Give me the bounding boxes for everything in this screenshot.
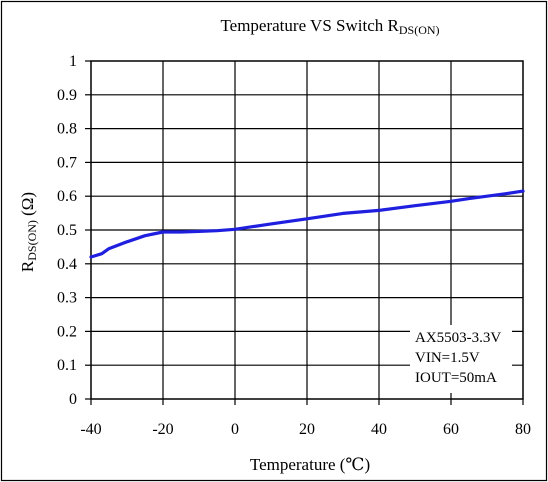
y-tick-label: 0.1 — [57, 357, 77, 374]
annotation-box-frame — [410, 325, 512, 393]
y-tick-label: 0.4 — [57, 256, 77, 273]
y-tick-label: 0.8 — [57, 121, 77, 138]
y-tick-label: 0.5 — [57, 222, 77, 239]
y-tick-label: 0 — [69, 391, 77, 408]
y-tick-label: 0.3 — [57, 290, 77, 307]
y-tick-label: 0.2 — [57, 323, 77, 340]
y-tick-labels: 0 0.1 0.2 0.3 0.4 0.5 0.6 0.7 0.8 0.9 1 — [57, 53, 77, 408]
tick-marks — [85, 60, 524, 405]
x-tick-label: 0 — [231, 421, 239, 438]
x-tick-label: 60 — [443, 421, 459, 438]
x-axis-label: Temperature (℃) — [250, 455, 370, 474]
series-line — [89, 189, 525, 259]
y-tick-label: 1 — [69, 53, 77, 70]
annotation-line-3: IOUT=50mA — [415, 370, 497, 386]
x-tick-label: 80 — [515, 421, 531, 438]
y-axis-label: RDS(ON) (Ω) — [18, 192, 39, 272]
x-tick-label: 40 — [371, 421, 387, 438]
annotation-box: AX5503-3.3V VIN=1.5V IOUT=50mA — [410, 325, 512, 393]
chart-title: Temperature VS Switch RDS(ON) — [220, 16, 439, 37]
x-tick-label: 20 — [299, 421, 315, 438]
annotation-line-2: VIN=1.5V — [415, 350, 480, 366]
annotation-line-1: AX5503-3.3V — [415, 330, 501, 346]
x-tick-labels: -40 -20 0 20 40 60 80 — [80, 421, 531, 438]
x-tick-label: -20 — [152, 421, 173, 438]
y-tick-label: 0.9 — [57, 87, 77, 104]
y-tick-label: 0.6 — [57, 188, 77, 205]
y-tick-label: 0.7 — [57, 154, 77, 171]
x-tick-label: -40 — [80, 421, 101, 438]
series-layer — [89, 189, 525, 259]
